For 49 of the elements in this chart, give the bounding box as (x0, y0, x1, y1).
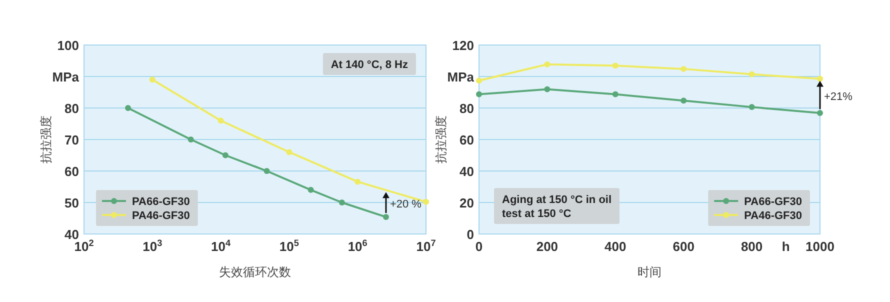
y-tick-label: MPa (447, 70, 475, 84)
y-tick-label: 60 (460, 132, 474, 148)
x-tick-label: 10$^{5}$ (279, 238, 299, 254)
x-tick-label: 600 (672, 239, 694, 254)
y-tick-label: 80 (460, 101, 474, 116)
point (817, 76, 823, 82)
y-tick-label: 80 (64, 101, 79, 116)
x-axis-title: 时间 (638, 265, 662, 279)
legend-label: PA66-GF30 (744, 196, 802, 208)
annotation: Aging at 150 °C in oil (502, 194, 612, 206)
x-axis-title: 失效循环次数 (219, 265, 291, 279)
y-tick-label: MPa (52, 70, 80, 84)
x-tick-label: 10$^{3}$ (142, 238, 162, 254)
x-tick-label: 10$^{4}$ (211, 238, 232, 254)
x-tick-label: 200 (536, 239, 558, 254)
x-tick-label: 400 (604, 239, 626, 254)
x-tick-label: 10$^{6}$ (348, 238, 368, 254)
x-tick-label: h (782, 239, 790, 254)
x-tick-label: 800 (740, 239, 763, 254)
point (680, 66, 687, 72)
y-tick-label: 100 (57, 38, 79, 53)
point (680, 98, 687, 104)
y-axis-title: 抗拉强度 (39, 116, 53, 164)
annotation: At 140 °C, 8 Hz (330, 59, 408, 71)
point (476, 91, 482, 98)
y-tick-label: 0 (466, 227, 474, 242)
legend-label: PA66-GF30 (132, 196, 190, 208)
annotation: +21% (824, 90, 853, 103)
point (748, 71, 755, 78)
y-tick-label: 40 (460, 164, 474, 179)
point (612, 62, 618, 69)
x-tick-label: 1000 (806, 239, 834, 254)
point (612, 91, 618, 98)
point (476, 78, 482, 84)
annotation: test at 150 °C (502, 208, 572, 220)
x-tick-label: 10$^{7}$ (416, 238, 436, 254)
point (544, 86, 550, 92)
y-axis-title: 抗拉强度 (434, 116, 448, 164)
point (544, 61, 550, 68)
y-tick-label: 120 (452, 38, 474, 53)
legend-label: PA46-GF30 (132, 210, 190, 222)
y-tick-label: 70 (64, 132, 79, 148)
annotation: +20 % (390, 198, 422, 211)
point (817, 110, 823, 116)
legend-label: PA46-GF30 (744, 210, 802, 222)
point (748, 104, 755, 110)
y-tick-label: 50 (64, 196, 79, 210)
y-tick-label: 60 (64, 164, 79, 179)
y-tick-label: 20 (460, 196, 474, 210)
